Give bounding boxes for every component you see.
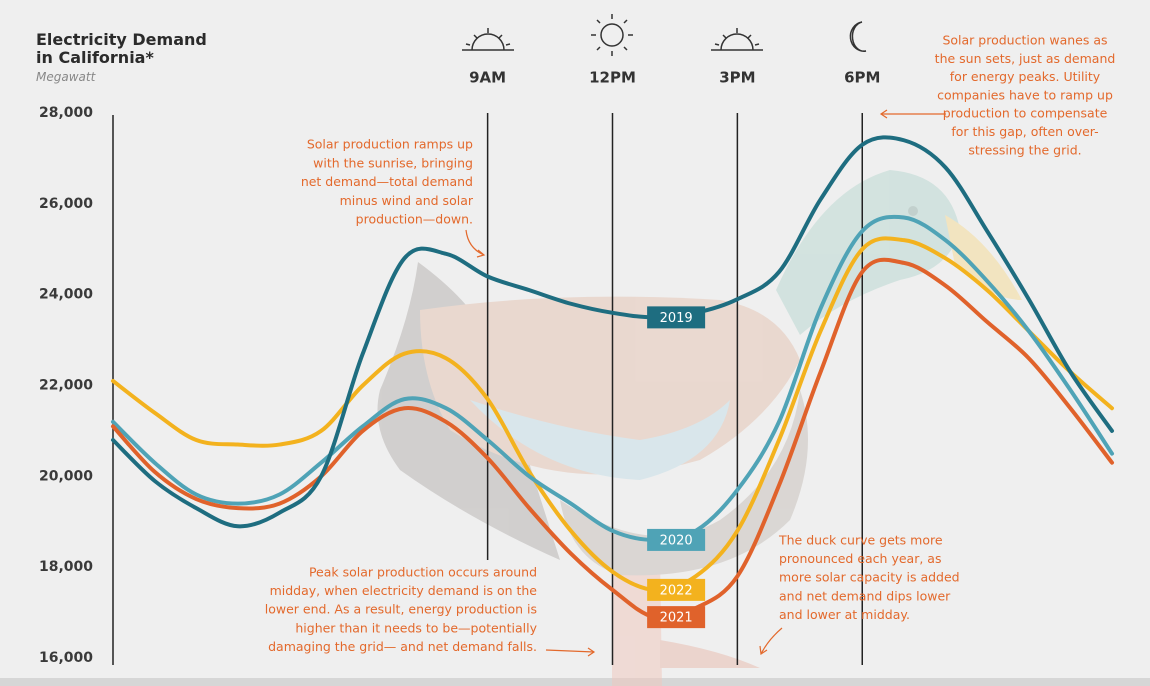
legend-label: 2022 [660, 583, 693, 598]
legend-tag [647, 306, 706, 329]
series-line [111, 214, 1114, 542]
y-tick-label: 16,000 [39, 650, 93, 666]
y-tick-label: 20,000 [39, 468, 93, 484]
y-tick-label: 22,000 [39, 378, 93, 394]
arrows [465, 109, 946, 657]
annotation-line: pronounced each year, as [779, 551, 941, 566]
x-tick-label: 6PM [844, 69, 880, 87]
chart-title: Electricity Demand in California* [36, 30, 207, 67]
annotation-line: production to compensate [943, 106, 1108, 121]
annotation-line: minus wind and solar [340, 193, 474, 208]
annotation-line: midday, when electricity demand is on th… [270, 583, 538, 598]
y-tick-label: 28,000 [39, 105, 93, 121]
series-line [111, 257, 1114, 620]
annotation-line: net demand—total demand [301, 174, 473, 189]
annotation-line: Peak solar production occurs around [309, 565, 537, 580]
annotation-line: higher than it needs to be—potentially [295, 620, 537, 635]
annotation-line: with the sunrise, bringing [313, 155, 473, 170]
bottom-strip [0, 678, 1150, 686]
annotation-line: and net demand dips lower [779, 588, 951, 603]
x-tick-label: 9AM [469, 69, 506, 87]
annotation-line: Solar production ramps up [307, 137, 473, 152]
annotation-line: companies have to ramp up [937, 87, 1113, 102]
annotation-line: production—down. [356, 212, 473, 227]
legend-tag [647, 606, 706, 629]
annotation-line: for this gap, often over- [951, 124, 1098, 139]
annotation-line: for energy peaks. Utility [950, 69, 1101, 84]
legend-label: 2019 [660, 311, 693, 326]
legend-label: 2020 [660, 533, 693, 548]
y-axis-unit: Megawatt [36, 70, 96, 84]
annotation-line: The duck curve gets more [778, 533, 943, 548]
y-tick-label: 18,000 [39, 559, 93, 575]
sun-icons [462, 14, 867, 56]
annotation-line: Solar production wanes as [942, 33, 1107, 48]
series-line [111, 236, 1114, 592]
legend-tag [647, 578, 706, 601]
y-tick-label: 24,000 [39, 287, 93, 303]
x-tick-label: 12PM [589, 69, 636, 87]
duck-illustration [377, 170, 1022, 686]
y-tick-label: 26,000 [39, 196, 93, 212]
annotation-line: and lower at midday. [779, 607, 910, 622]
annotation-line: damaging the grid— and net demand falls. [268, 639, 537, 654]
series-line [111, 135, 1114, 529]
legend-label: 2021 [660, 611, 693, 626]
legend-tag [647, 528, 706, 551]
annotation-line: more solar capacity is added [779, 570, 960, 585]
annotation-line: lower end. As a result, energy productio… [265, 602, 537, 617]
annotation-line: stressing the grid. [968, 142, 1081, 157]
annotation-line: the sun sets, just as demand [935, 51, 1116, 66]
x-tick-label: 3PM [719, 69, 755, 87]
